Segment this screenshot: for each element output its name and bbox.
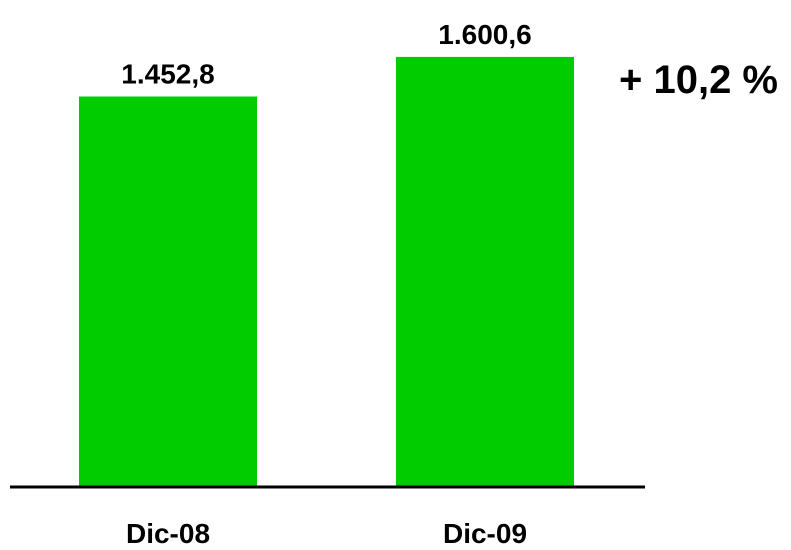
x-tick-label-dic-09: Dic-09 bbox=[443, 518, 527, 549]
bar-dic-09 bbox=[396, 56, 574, 487]
growth-annotation: + 10,2 % bbox=[619, 58, 778, 102]
data-label-dic-09: 1.600,6 bbox=[438, 19, 531, 50]
data-label-dic-08: 1.452,8 bbox=[121, 59, 214, 90]
labels-layer: 1.452,8 Dic-08 1.600,6 Dic-09 bbox=[121, 19, 531, 549]
bar-dic-08 bbox=[79, 96, 257, 486]
x-tick-label-dic-08: Dic-08 bbox=[126, 518, 210, 549]
bars-layer bbox=[79, 56, 574, 487]
